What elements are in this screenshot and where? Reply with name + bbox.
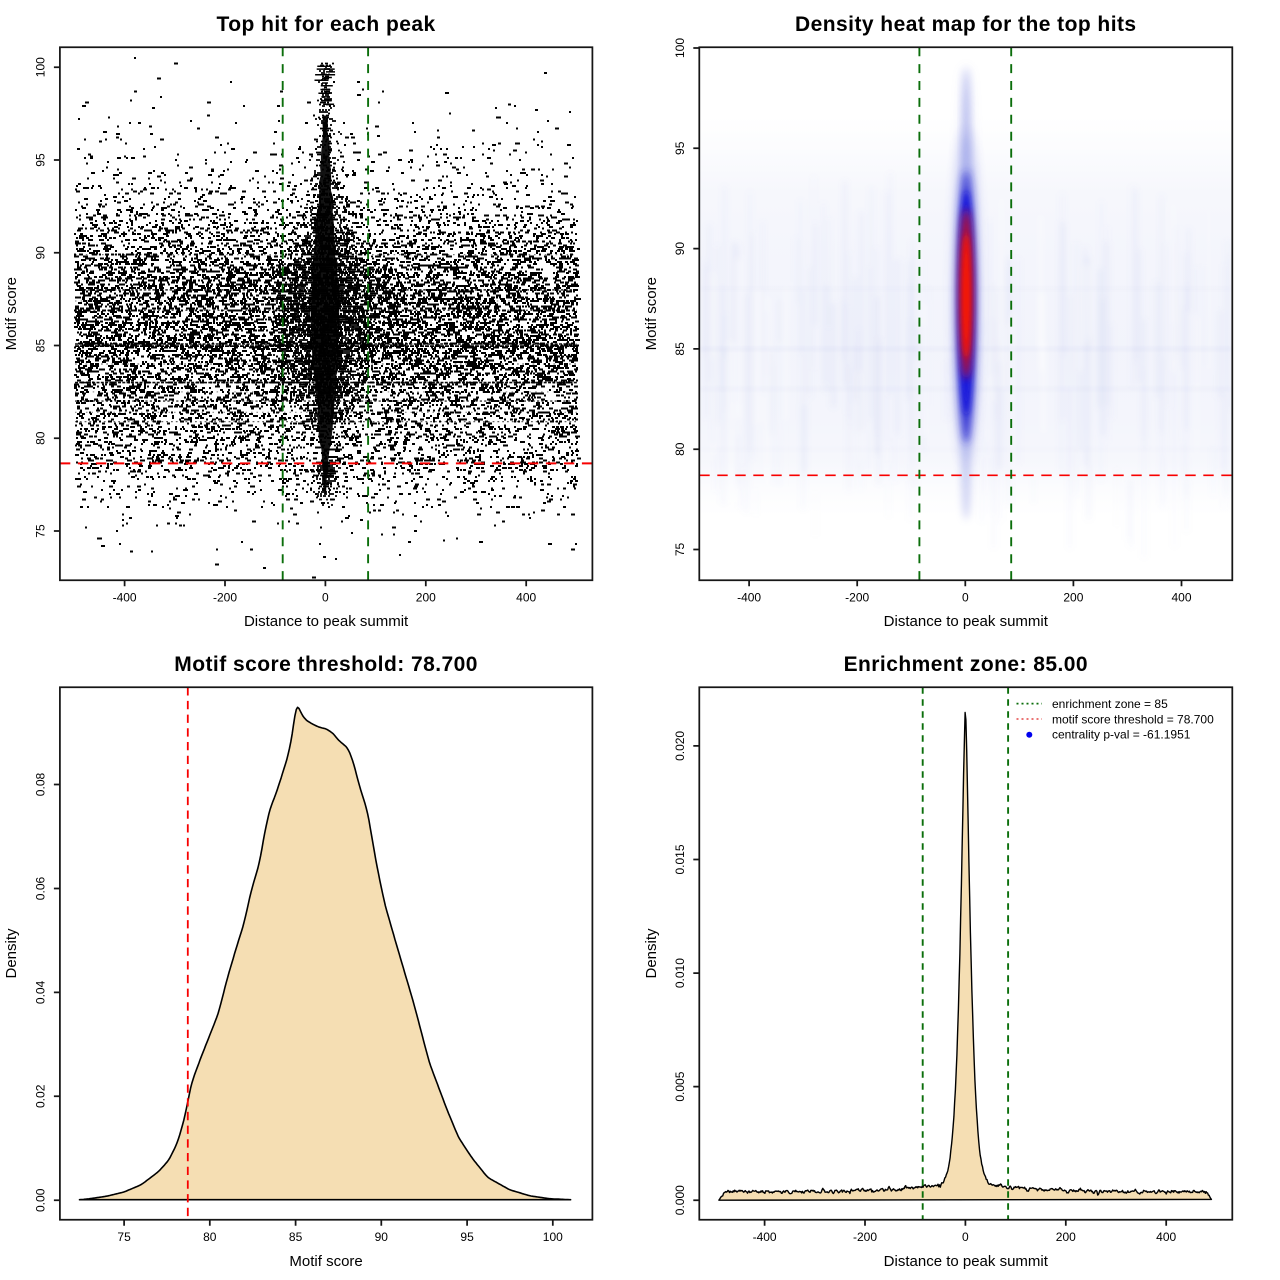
svg-text:95: 95: [673, 141, 687, 155]
svg-text:75: 75: [117, 1230, 131, 1244]
svg-text:motif score threshold = 78.700: motif score threshold = 78.700: [1052, 712, 1214, 726]
svg-text:90: 90: [673, 242, 687, 256]
svg-text:-200: -200: [853, 1230, 877, 1244]
svg-text:Distance to peak summit: Distance to peak summit: [884, 1253, 1049, 1270]
svg-text:0.010: 0.010: [673, 958, 687, 988]
svg-text:0.08: 0.08: [34, 772, 48, 796]
svg-text:0.005: 0.005: [673, 1071, 687, 1101]
svg-text:Distance to peak summit: Distance to peak summit: [244, 613, 409, 630]
svg-text:Top hit for each peak: Top hit for each peak: [217, 13, 436, 36]
svg-text:0: 0: [962, 1230, 969, 1244]
svg-text:400: 400: [516, 591, 536, 605]
svg-text:200: 200: [1056, 1230, 1076, 1244]
svg-text:100: 100: [673, 38, 687, 58]
svg-text:-400: -400: [753, 1230, 777, 1244]
svg-text:Enrichment zone: 85.00: Enrichment zone: 85.00: [844, 653, 1088, 676]
svg-text:-200: -200: [845, 591, 869, 605]
svg-text:400: 400: [1171, 591, 1191, 605]
svg-text:80: 80: [34, 431, 48, 445]
svg-text:0: 0: [962, 591, 969, 605]
svg-text:Motif score: Motif score: [289, 1253, 362, 1270]
svg-text:0.04: 0.04: [34, 980, 48, 1004]
svg-text:0.00: 0.00: [34, 1188, 48, 1212]
svg-text:85: 85: [673, 342, 687, 356]
svg-text:90: 90: [34, 246, 48, 260]
svg-text:Density: Density: [3, 928, 20, 979]
svg-text:Density heat map for the top h: Density heat map for the top hits: [795, 13, 1137, 36]
svg-text:100: 100: [34, 57, 48, 77]
svg-text:enrichment zone = 85: enrichment zone = 85: [1052, 697, 1168, 711]
svg-text:80: 80: [203, 1230, 217, 1244]
svg-text:0.02: 0.02: [34, 1084, 48, 1108]
svg-text:-200: -200: [213, 591, 237, 605]
svg-text:centrality p-val = -61.1951: centrality p-val = -61.1951: [1052, 728, 1191, 742]
svg-text:Motif score threshold: 78.700: Motif score threshold: 78.700: [174, 653, 478, 676]
svg-text:0: 0: [322, 591, 329, 605]
svg-text:90: 90: [375, 1230, 389, 1244]
svg-text:75: 75: [34, 524, 48, 538]
svg-text:85: 85: [289, 1230, 303, 1244]
svg-text:80: 80: [673, 442, 687, 456]
svg-text:200: 200: [416, 591, 436, 605]
svg-text:Motif score: Motif score: [3, 277, 20, 350]
svg-text:85: 85: [34, 339, 48, 353]
svg-text:0.015: 0.015: [673, 844, 687, 874]
svg-text:95: 95: [34, 153, 48, 167]
svg-text:-400: -400: [113, 591, 137, 605]
svg-text:-400: -400: [737, 591, 761, 605]
svg-text:Density: Density: [643, 928, 660, 979]
svg-text:Motif score: Motif score: [643, 277, 660, 350]
svg-text:0.020: 0.020: [673, 731, 687, 761]
svg-text:0.06: 0.06: [34, 876, 48, 900]
svg-text:75: 75: [673, 543, 687, 557]
svg-text:Distance to peak summit: Distance to peak summit: [884, 613, 1049, 630]
svg-text:100: 100: [543, 1230, 563, 1244]
svg-text:0.000: 0.000: [673, 1185, 687, 1215]
svg-text:200: 200: [1063, 591, 1083, 605]
svg-text:95: 95: [460, 1230, 474, 1244]
svg-text:400: 400: [1156, 1230, 1176, 1244]
